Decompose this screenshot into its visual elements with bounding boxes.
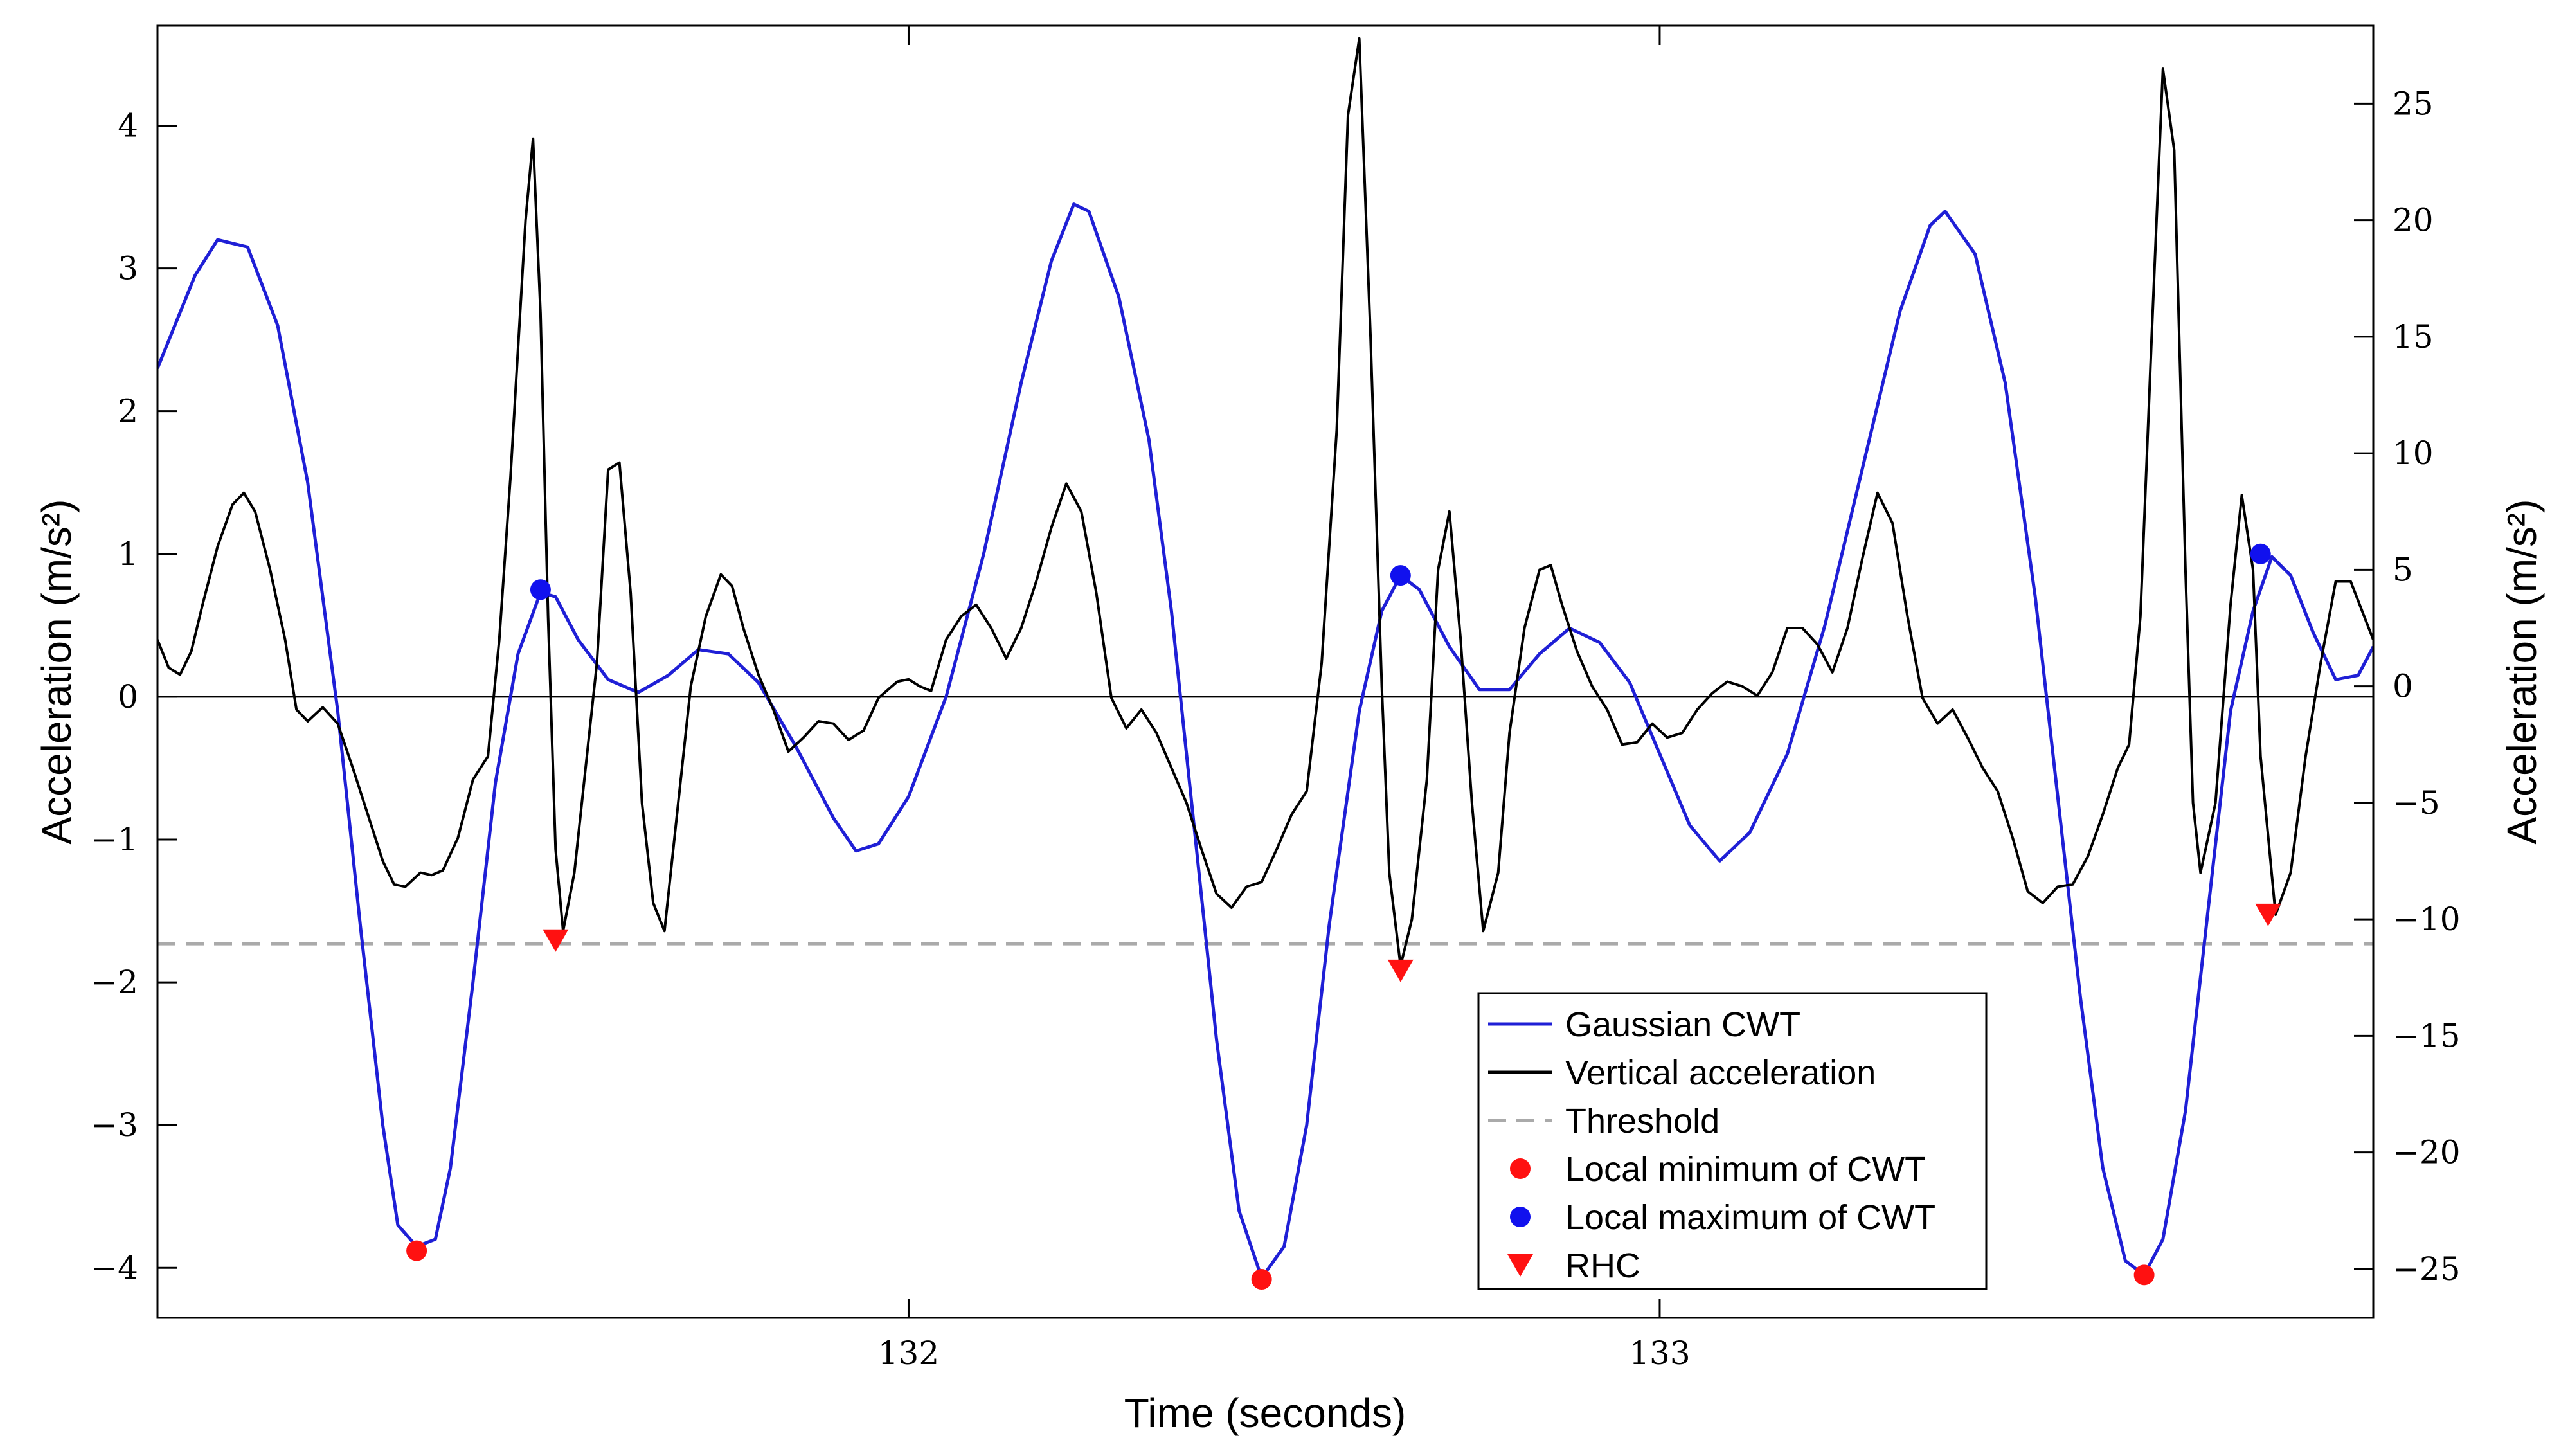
right-y-axis-title: Acceleration (m/s²) — [2499, 499, 2545, 845]
legend-swatch — [1510, 1207, 1531, 1227]
legend-label: Gaussian CWT — [1565, 1005, 1800, 1044]
left-y-tick-label: 1 — [118, 535, 138, 573]
x-tick-label: 132 — [878, 1335, 939, 1372]
left-y-tick-label: 0 — [118, 678, 138, 715]
cwt-maximum-marker — [1390, 565, 1411, 586]
plot-background — [157, 26, 2373, 1318]
right-y-tick-label: −20 — [2393, 1134, 2461, 1171]
rhc-marker — [543, 929, 569, 952]
right-y-tick-label: 15 — [2393, 318, 2434, 355]
cwt-minimum-marker — [406, 1240, 427, 1261]
left-y-tick-label: −4 — [91, 1249, 138, 1286]
right-y-tick-label: 0 — [2393, 668, 2413, 705]
left-y-tick-label: 3 — [118, 250, 138, 287]
legend-swatch — [1510, 1158, 1531, 1179]
legend-label: RHC — [1565, 1246, 1640, 1285]
legend: Gaussian CWT Vertical acceleration Thresho… — [1477, 992, 1988, 1290]
rhc-marker — [2255, 903, 2281, 926]
left-y-tick-label: 4 — [118, 107, 138, 144]
right-y-tick-label: 20 — [2393, 202, 2434, 239]
legend-label: Vertical acceleration — [1565, 1054, 1876, 1092]
right-y-tick-label: −15 — [2393, 1017, 2461, 1054]
right-y-tick-label: 25 — [2393, 85, 2434, 122]
plot-frame — [156, 24, 2375, 1319]
legend-box — [1477, 992, 1988, 1290]
cwt-minimum-marker — [2133, 1264, 2155, 1286]
legend-swatch — [1507, 1254, 1533, 1277]
legend-label: Local minimum of CWT — [1565, 1150, 1926, 1189]
cwt-maximum-marker — [2250, 543, 2271, 564]
right-y-tick-label: −25 — [2393, 1250, 2461, 1288]
right-y-tick-label: −10 — [2393, 901, 2461, 938]
right-y-tick-label: −5 — [2393, 784, 2440, 822]
x-axis-title: Time (seconds) — [1124, 1390, 1406, 1436]
x-tick-label: 133 — [1629, 1335, 1690, 1372]
left-y-tick-label: −1 — [91, 821, 138, 858]
cwt-minimum-marker — [1251, 1269, 1272, 1290]
vertical-acceleration-line — [157, 37, 2373, 967]
left-y-tick-label: 2 — [118, 393, 138, 430]
right-y-tick-label: 5 — [2393, 551, 2413, 588]
rhc-marker — [1387, 959, 1414, 982]
left-y-tick-label: −2 — [91, 964, 138, 1001]
legend-label: Local maximum of CWT — [1565, 1198, 1935, 1237]
left-y-axis-title: Acceleration (m/s²) — [33, 499, 80, 845]
legend-label: Threshold — [1565, 1102, 1719, 1140]
gaussian-cwt-line — [157, 202, 2373, 1280]
left-y-tick-label: −3 — [91, 1106, 138, 1144]
right-y-tick-label: 10 — [2393, 435, 2434, 472]
cwt-maximum-marker — [530, 579, 551, 600]
